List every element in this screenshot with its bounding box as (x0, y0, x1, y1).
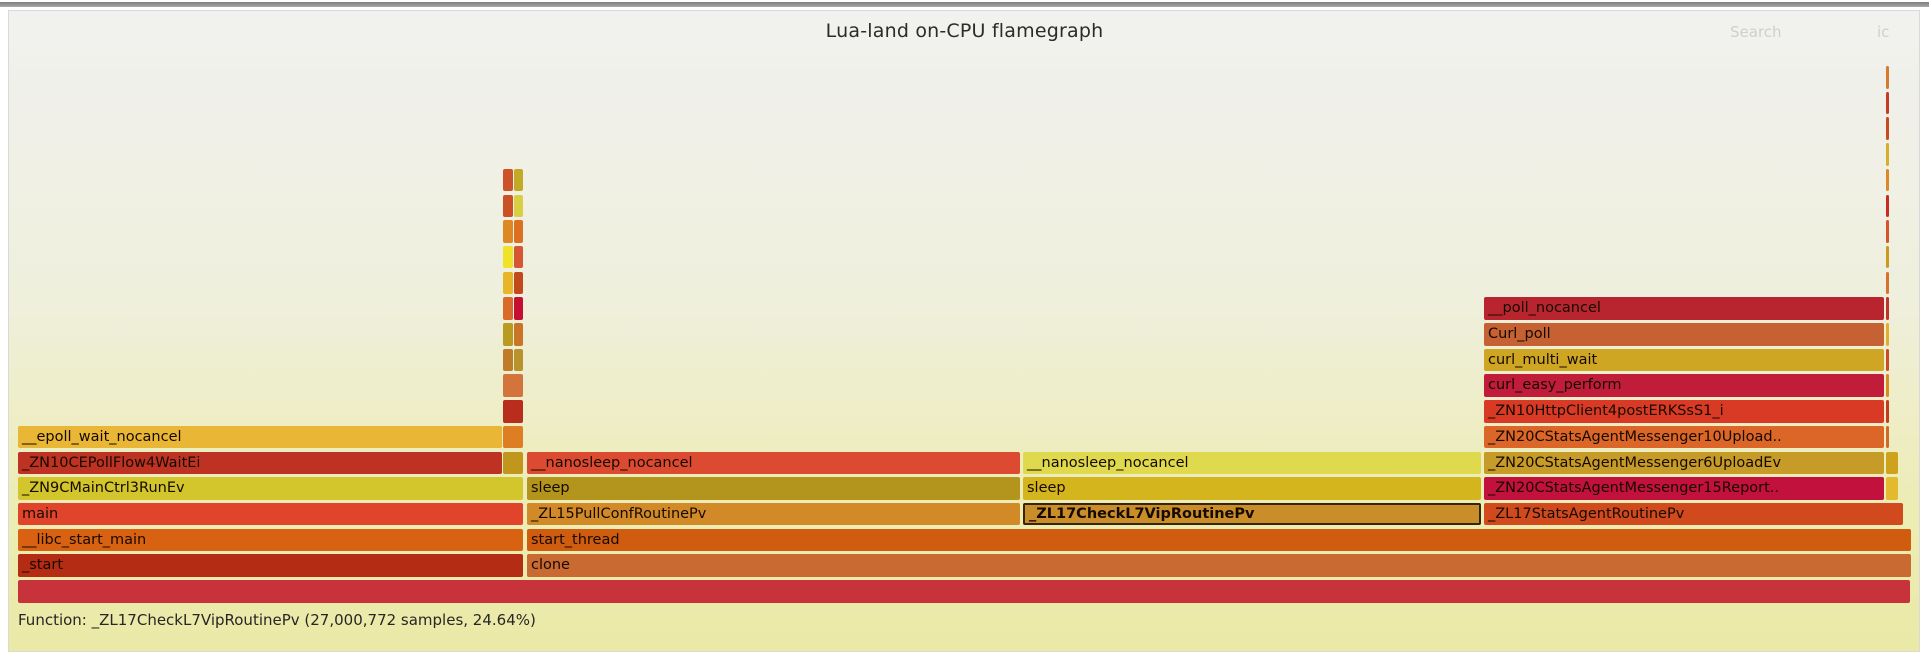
window-top-strip (0, 2, 1929, 7)
frame-curl_easy_perform[interactable]: curl_easy_perform (1484, 374, 1884, 397)
frame-_ZL17CheckL7VipRoutinePv[interactable]: _ZL17CheckL7VipRoutinePv (1023, 502, 1481, 526)
frame-label: sleep (1027, 480, 1066, 497)
frame-cell[interactable] (1886, 374, 1889, 397)
frame-label: sleep (531, 480, 570, 497)
frame-_ZN9CMainCtrl3RunEv[interactable]: _ZN9CMainCtrl3RunEv (18, 477, 523, 500)
frame-cell[interactable] (513, 194, 523, 218)
frame-cell[interactable] (1886, 245, 1889, 269)
frame-cell[interactable] (513, 297, 523, 320)
frame-cell[interactable] (513, 220, 523, 243)
frame-cell[interactable] (1886, 271, 1889, 295)
frame-cell[interactable] (1886, 194, 1889, 218)
frame-label: clone (531, 557, 570, 574)
ic-label: ic (1877, 23, 1890, 41)
frame-label: curl_easy_perform (1488, 377, 1622, 394)
page-title: Lua-land on-CPU flamegraph (825, 20, 1104, 42)
frame-_ZN10CEPollFlow4WaitEi[interactable]: _ZN10CEPollFlow4WaitEi (18, 451, 502, 475)
frame-cell[interactable] (1886, 143, 1889, 166)
frame-cell[interactable] (1886, 297, 1889, 320)
frame-_start[interactable]: _start (18, 554, 523, 577)
frame-cell[interactable] (1886, 117, 1889, 140)
frame-cell[interactable] (1886, 425, 1889, 449)
frame-cell[interactable] (503, 194, 513, 218)
frame-cell[interactable] (1886, 323, 1889, 346)
frame-label: _ZL17StatsAgentRoutinePv (1488, 505, 1685, 522)
frame-__libc_start_main[interactable]: __libc_start_main (18, 528, 523, 552)
frame-_ZL17StatsAgentRoutinePv[interactable]: _ZL17StatsAgentRoutinePv (1484, 502, 1903, 526)
frame-cell[interactable] (1886, 451, 1898, 475)
frame-cell[interactable] (1886, 477, 1898, 500)
frame-__nanosleep_nocancel[interactable]: __nanosleep_nocancel (527, 451, 1020, 475)
frame-main[interactable]: main (18, 502, 523, 526)
frame-label: start_thread (531, 531, 620, 548)
frame-label: Curl_poll (1488, 326, 1551, 342)
frame-sleep[interactable]: sleep (527, 477, 1020, 500)
frame-__epoll_wait_nocancel[interactable]: __epoll_wait_nocancel (18, 425, 502, 449)
search-button[interactable]: Search (1730, 23, 1782, 41)
frame-label: __nanosleep_nocancel (531, 454, 693, 471)
frame-cell[interactable] (503, 451, 523, 475)
frame-__nanosleep_nocancel[interactable]: __nanosleep_nocancel (1023, 451, 1481, 475)
frame-cell[interactable] (1886, 220, 1889, 243)
frame-label: _ZN9CMainCtrl3RunEv (22, 480, 185, 497)
frame-_ZN20CStatsAgentMessenger15Report..[interactable]: _ZN20CStatsAgentMessenger15Report.. (1484, 477, 1884, 500)
frame-label: _ZN20CStatsAgentMessenger15Report.. (1488, 480, 1780, 497)
frame-__poll_nocancel[interactable]: __poll_nocancel (1484, 297, 1884, 320)
frame-Curl_poll[interactable]: Curl_poll (1484, 323, 1884, 346)
frame-cell[interactable] (513, 323, 523, 346)
frame-cell[interactable] (513, 348, 523, 372)
frame-_ZN10HttpClient4postERKSsS1_i[interactable]: _ZN10HttpClient4postERKSsS1_i (1484, 400, 1884, 423)
frame-_ZL15PullConfRoutinePv[interactable]: _ZL15PullConfRoutinePv (527, 502, 1020, 526)
frame-label: __epoll_wait_nocancel (22, 428, 182, 445)
frame-label: _ZL17CheckL7VipRoutinePv (1029, 506, 1255, 523)
status-bar: Function: _ZL17CheckL7VipRoutinePv (27,0… (18, 611, 536, 629)
frame-cell[interactable] (1886, 168, 1889, 192)
frame-cell[interactable] (503, 297, 513, 320)
frame-cell[interactable] (503, 168, 513, 192)
frame-cell[interactable] (503, 271, 513, 295)
frame-cell[interactable] (503, 245, 513, 269)
frame-start_thread[interactable]: start_thread (527, 528, 1911, 552)
frame-cell[interactable] (1886, 66, 1889, 89)
frame-clone[interactable]: clone (527, 554, 1911, 577)
frame-label: __libc_start_main (22, 531, 147, 548)
frame-sleep[interactable]: sleep (1023, 477, 1481, 500)
frame-label: _ZL15PullConfRoutinePv (531, 505, 707, 522)
frame-cell[interactable] (1886, 400, 1889, 423)
frame-label: _ZN10HttpClient4postERKSsS1_i (1488, 403, 1724, 420)
frame-label: curl_multi_wait (1488, 351, 1598, 368)
frame-cell[interactable] (503, 323, 513, 346)
frame-label: _ZN10CEPollFlow4WaitEi (22, 454, 201, 471)
frame-cell[interactable] (503, 400, 523, 423)
frame-label: _ZN20CStatsAgentMessenger6UploadEv (1488, 454, 1782, 471)
frame-_ZN20CStatsAgentMessenger10Upload..[interactable]: _ZN20CStatsAgentMessenger10Upload.. (1484, 425, 1884, 449)
frame-cell[interactable] (513, 168, 523, 192)
frame-cell[interactable] (503, 220, 513, 243)
frame-label: main (22, 505, 59, 522)
frame-cell[interactable] (503, 425, 523, 449)
frame-cell[interactable] (1886, 348, 1889, 372)
frame-cell[interactable] (513, 271, 523, 295)
frame-curl_multi_wait[interactable]: curl_multi_wait (1484, 348, 1884, 372)
frame-cell[interactable] (513, 245, 523, 269)
frame-_ZN20CStatsAgentMessenger6UploadEv[interactable]: _ZN20CStatsAgentMessenger6UploadEv (1484, 451, 1884, 475)
frame-label: _start (22, 557, 64, 574)
frame-cell[interactable] (1886, 91, 1889, 115)
frame-label: _ZN20CStatsAgentMessenger10Upload.. (1488, 428, 1782, 445)
frame-label: __poll_nocancel (1488, 300, 1601, 317)
frame-label: __nanosleep_nocancel (1027, 454, 1189, 471)
frame-cell[interactable] (503, 348, 513, 372)
frame-cell[interactable] (18, 580, 1910, 603)
frame-cell[interactable] (503, 374, 523, 397)
